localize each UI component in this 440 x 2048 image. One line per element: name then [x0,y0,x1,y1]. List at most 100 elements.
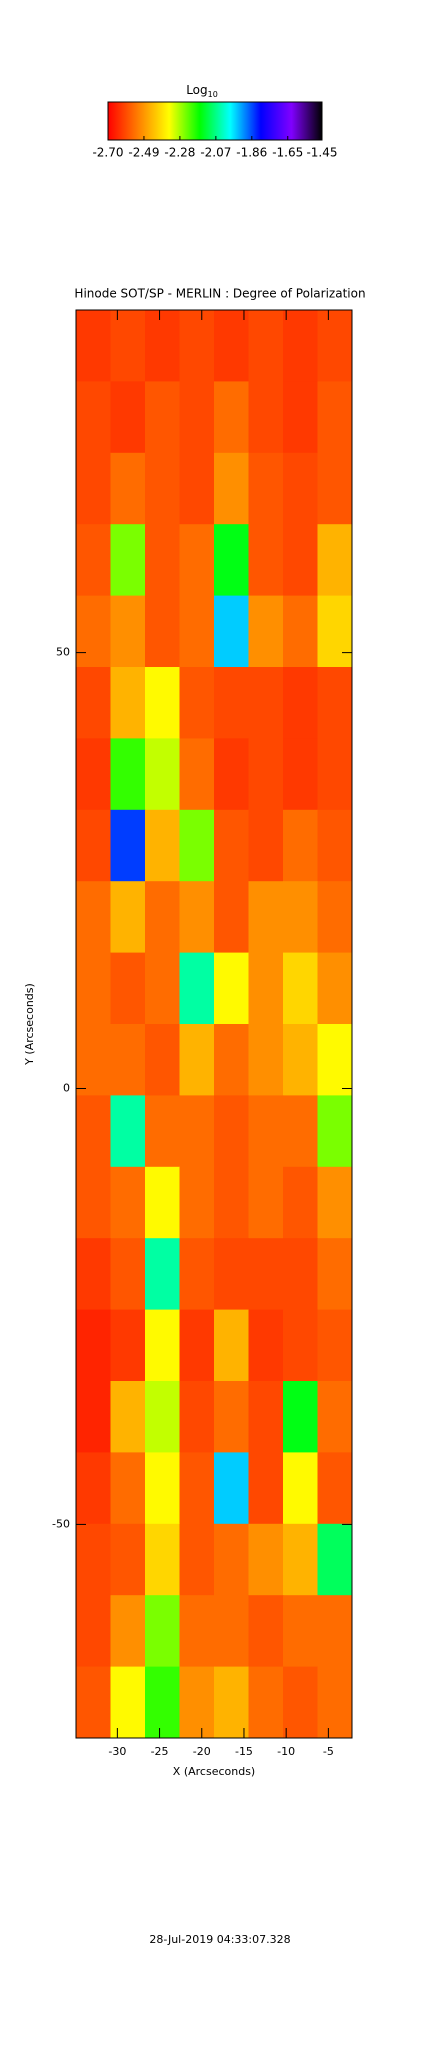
heatmap-cell [145,952,180,1025]
heatmap-cell [317,667,353,739]
heatmap-cell [317,952,353,1025]
heatmap-cell [110,1523,146,1596]
heatmap-cell [214,881,249,954]
heatmap-cell [179,881,215,954]
heatmap-cell [110,1238,146,1311]
heatmap-cell [248,1595,284,1668]
heatmap-cell [214,1024,249,1096]
heatmap-cell [145,1452,180,1525]
heatmap-cell [283,1238,318,1311]
colorbar-tick-label: -2.07 [200,146,231,160]
heatmap-cell [248,524,284,597]
heatmap-cell [145,1666,180,1739]
heatmap-cell [179,1666,215,1739]
heatmap-cell [145,1523,180,1596]
heatmap-cell [317,1666,353,1739]
heatmap-cell [145,524,180,597]
colorbar-label-text: Log [186,83,207,97]
heatmap-cell [179,1309,215,1382]
heatmap-cell [145,595,180,668]
heatmap-cell [110,1452,146,1525]
heatmap-cell [76,1166,111,1239]
heatmap-cell [179,952,215,1025]
colorbar [107,101,323,141]
heatmap-cell [248,809,284,882]
heatmap-cell [179,310,215,382]
y-tick-label: 50 [56,646,70,659]
heatmap-cell [248,1024,284,1096]
heatmap-cell [214,1595,249,1668]
x-tick-label: -15 [235,1745,253,1758]
heatmap-cell [76,1309,111,1382]
heatmap-cell [76,524,111,597]
heatmap-cell [317,881,353,954]
x-axis-label: X (Arcseconds) [173,1765,255,1778]
heatmap-cell [179,381,215,454]
heatmap-cell [145,381,180,454]
heatmap-cell [145,452,180,525]
heatmap-cell [283,809,318,882]
heatmap-cell [179,1523,215,1596]
heatmap-cell [283,881,318,954]
heatmap-cell [317,1166,353,1239]
heatmap-cell [76,1595,111,1668]
heatmap-cell [110,881,146,954]
heatmap-cell [76,952,111,1025]
heatmap-cell [179,809,215,882]
heatmap-cell [214,1309,249,1382]
heatmap-cell [179,1595,215,1668]
heatmap-cell [214,1238,249,1311]
heatmap-cell [76,1024,111,1096]
heatmap-cell [248,310,284,382]
x-tick-label: -30 [108,1745,126,1758]
heatmap-cell [145,1595,180,1668]
heatmap-cell [317,1381,353,1453]
heatmap-cell [214,952,249,1025]
heatmap-cell [145,1309,180,1382]
heatmap-cell [76,881,111,954]
heatmap-cell [283,1381,318,1453]
heatmap-cell [248,381,284,454]
heatmap-cell [214,1095,249,1168]
heatmap-cell [214,310,249,382]
heatmap-cell [110,310,146,382]
heatmap-cell [76,1238,111,1311]
heatmap-cell [110,1595,146,1668]
heatmap-cell [76,738,111,811]
heatmap-cell [76,1452,111,1525]
heatmap-cell [76,452,111,525]
heatmap-cell [145,1381,180,1453]
heatmap-cell [214,1452,249,1525]
heatmap-cell [145,667,180,739]
heatmap-cell [145,881,180,954]
heatmap-cell [214,1166,249,1239]
heatmap-cell [110,1024,146,1096]
heatmap-cell [317,1523,353,1596]
heatmap-cell [248,1166,284,1239]
heatmap-cell [317,381,353,454]
heatmap-cell [248,1309,284,1382]
heatmap-cell [317,595,353,668]
heatmap-cell [317,1095,353,1168]
x-tick-label: -25 [151,1745,169,1758]
heatmap-cell [317,310,353,382]
y-tick-label: 0 [63,1082,70,1095]
heatmap-cell [179,667,215,739]
heatmap-cell [214,667,249,739]
heatmap-cell [110,1166,146,1239]
heatmap-cell [283,1595,318,1668]
heatmap-cell [317,452,353,525]
heatmap-cell [110,809,146,882]
heatmap-cell [283,1452,318,1525]
y-tick-label: -50 [52,1517,70,1530]
heatmap-cell [248,1381,284,1453]
heatmap-cell [179,1452,215,1525]
heatmap-cell [248,667,284,739]
heatmap-cell [179,1238,215,1311]
heatmap-cell [214,809,249,882]
heatmap-cell [179,524,215,597]
heatmap-cell [110,524,146,597]
heatmap-cell [110,667,146,739]
heatmap-cell [145,310,180,382]
